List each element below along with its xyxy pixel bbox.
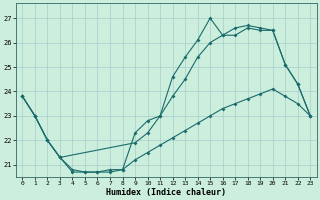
X-axis label: Humidex (Indice chaleur): Humidex (Indice chaleur) [106,188,226,197]
